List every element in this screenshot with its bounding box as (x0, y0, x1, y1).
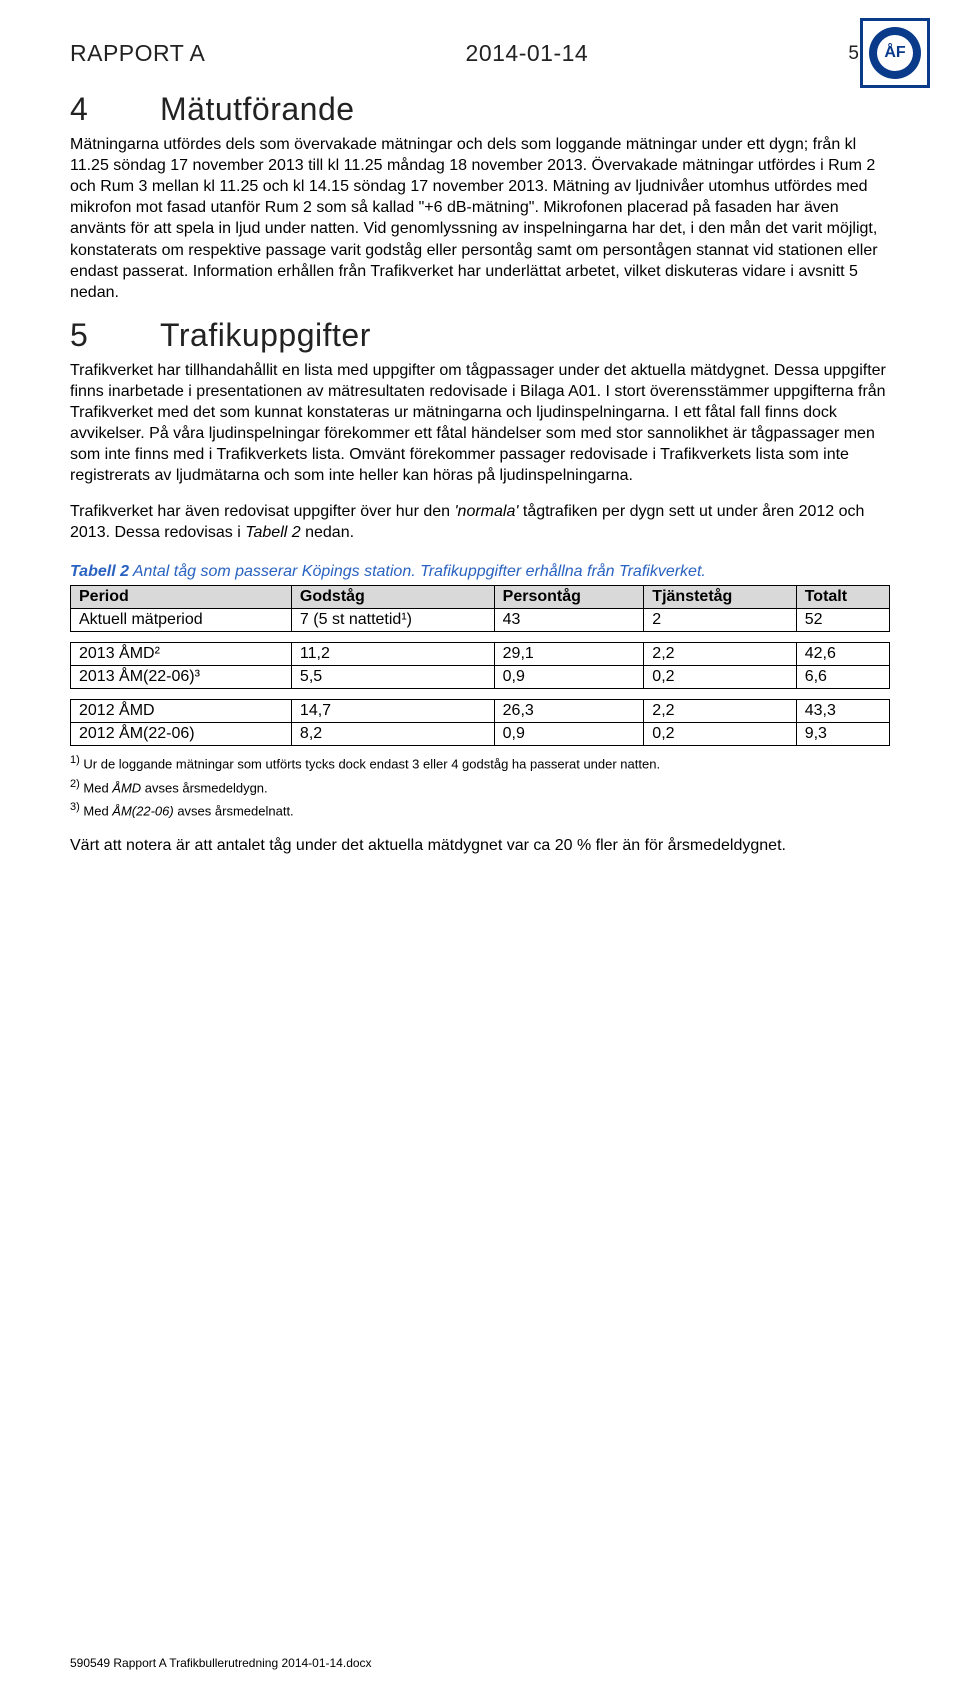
footnote-2-a: Med (80, 780, 113, 795)
section-5-label: Trafikuppgifter (160, 317, 371, 354)
cell: 43,3 (796, 699, 889, 722)
col-tjanstetag: Tjänstetåg (644, 585, 796, 608)
table-2-caption-bold: Tabell 2 (70, 563, 129, 580)
footnote-1-text: Ur de loggande mätningar som utförts tyc… (80, 756, 660, 771)
table-2-header-row: Period Godståg Persontåg Tjänstetåg Tota… (71, 585, 890, 608)
footnote-3: 3) Med ÅM(22-06) avses årsmedelnatt. (70, 799, 890, 821)
footnote-2-b: ÅMD (112, 780, 141, 795)
table-row: 2013 ÅMD² 11,2 29,1 2,2 42,6 (71, 642, 890, 665)
cell: 11,2 (291, 642, 494, 665)
footnote-3-c: avses årsmedelnatt. (174, 804, 294, 819)
p2-text-e: nedan. (301, 524, 354, 541)
cell: 26,3 (494, 699, 644, 722)
table-2-caption: Tabell 2 Antal tåg som passerar Köpings … (70, 563, 890, 581)
table-row: 2012 ÅMD 14,7 26,3 2,2 43,3 (71, 699, 890, 722)
footnote-2-sup: 2) (70, 778, 80, 790)
table-row: 2013 ÅM(22-06)³ 5,5 0,9 0,2 6,6 (71, 665, 890, 688)
p2-text-a: Trafikverket har även redovisat uppgifte… (70, 503, 455, 520)
col-persontag: Persontåg (494, 585, 644, 608)
footnote-3-sup: 3) (70, 801, 80, 813)
report-date: 2014-01-14 (466, 40, 589, 67)
section-5-number: 5 (70, 317, 160, 354)
cell: 5,5 (291, 665, 494, 688)
cell: 2 (644, 608, 796, 631)
cell: 29,1 (494, 642, 644, 665)
cell: 8,2 (291, 722, 494, 745)
col-totalt: Totalt (796, 585, 889, 608)
footnote-1: 1) Ur de loggande mätningar som utförts … (70, 752, 890, 774)
cell: 0,9 (494, 722, 644, 745)
section-5-p2: Trafikverket har även redovisat uppgifte… (70, 501, 890, 543)
p2-italic: 'normala' (455, 503, 519, 520)
footnote-2: 2) Med ÅMD avses årsmedeldygn. (70, 776, 890, 798)
cell: 0,2 (644, 665, 796, 688)
table-row: 2012 ÅM(22-06) 8,2 0,9 0,2 9,3 (71, 722, 890, 745)
table-2-caption-rest: Antal tåg som passerar Köpings station. … (129, 563, 706, 580)
col-period: Period (71, 585, 292, 608)
section-5-title: 5 Trafikuppgifter (70, 317, 890, 354)
footnote-3-b: ÅM(22-06) (112, 804, 173, 819)
footnote-1-sup: 1) (70, 754, 80, 766)
page-footer: 590549 Rapport A Trafikbullerutredning 2… (70, 1656, 372, 1670)
brand-logo-inner: ÅF (869, 27, 921, 79)
section-4-body: Mätningarna utfördes dels som övervakade… (70, 134, 890, 303)
cell: 7 (5 st nattetid¹) (291, 608, 494, 631)
section-4-label: Mätutförande (160, 91, 355, 128)
cell: 2012 ÅMD (71, 699, 292, 722)
cell: 42,6 (796, 642, 889, 665)
brand-logo: ÅF (860, 18, 930, 88)
cell: 52 (796, 608, 889, 631)
footnote-3-a: Med (80, 804, 113, 819)
col-godstag: Godståg (291, 585, 494, 608)
table-row: Aktuell mätperiod 7 (5 st nattetid¹) 43 … (71, 608, 890, 631)
table-2: Period Godståg Persontåg Tjänstetåg Tota… (70, 585, 890, 746)
cell: Aktuell mätperiod (71, 608, 292, 631)
footnote-2-c: avses årsmedeldygn. (141, 780, 267, 795)
cell: 14,7 (291, 699, 494, 722)
brand-logo-text: ÅF (877, 35, 913, 71)
p2-italic-ref: Tabell 2 (245, 524, 300, 541)
cell: 2013 ÅMD² (71, 642, 292, 665)
cell: 9,3 (796, 722, 889, 745)
cell: 2,2 (644, 642, 796, 665)
cell: 2013 ÅM(22-06)³ (71, 665, 292, 688)
section-4-number: 4 (70, 91, 160, 128)
closing-paragraph: Värt att notera är att antalet tåg under… (70, 835, 890, 856)
cell: 6,6 (796, 665, 889, 688)
report-id: RAPPORT A (70, 40, 205, 67)
section-5-p1: Trafikverket har tillhandahållit en list… (70, 360, 890, 487)
cell: 2,2 (644, 699, 796, 722)
cell: 0,2 (644, 722, 796, 745)
section-4-title: 4 Mätutförande (70, 91, 890, 128)
page-header: RAPPORT A 2014-01-14 5 (9) (70, 40, 890, 67)
cell: 43 (494, 608, 644, 631)
table-2-footnotes: 1) Ur de loggande mätningar som utförts … (70, 752, 890, 821)
cell: 0,9 (494, 665, 644, 688)
cell: 2012 ÅM(22-06) (71, 722, 292, 745)
